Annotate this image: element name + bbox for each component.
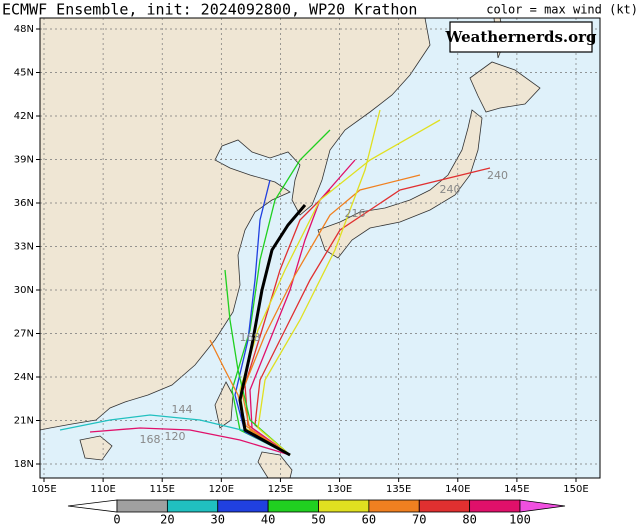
lat-label: 45N: [14, 68, 34, 79]
track: [89, 427, 291, 456]
colorbar-label: 100: [509, 513, 531, 527]
lon-label: 135E: [386, 484, 411, 495]
colorbar-label: 0: [113, 513, 120, 527]
lat-label: 39N: [14, 155, 34, 166]
legend-title: color = max wind (kt): [486, 3, 638, 17]
hour-label: 240: [440, 183, 461, 196]
track: [254, 167, 491, 456]
hour-label: 168: [140, 433, 161, 446]
track: [257, 109, 381, 456]
colorbar-segment: [217, 499, 269, 513]
lon-label: 140E: [445, 484, 470, 495]
colorbar-label: 50: [311, 513, 325, 527]
title: ECMWF Ensemble, init: 2024092800, WP20 K…: [2, 1, 417, 19]
lon-label: 125E: [268, 484, 293, 495]
lon-label: 120E: [209, 484, 234, 495]
colorbar-segment: [116, 499, 168, 513]
ensemble-tracks: [59, 109, 491, 457]
hour-label: 240: [487, 169, 508, 182]
lat-label: 48N: [14, 24, 34, 35]
colorbar-segment: [267, 499, 319, 513]
lat-label: 24N: [14, 372, 34, 383]
colorbar-segment: [368, 499, 420, 513]
colorbar-segment: [318, 499, 370, 513]
lat-label: 18N: [14, 459, 34, 470]
colorbar-end: [67, 499, 118, 513]
colorbar-label: 30: [211, 513, 225, 527]
track: [241, 174, 421, 456]
lon-label: 130E: [327, 484, 352, 495]
lon-label: 105E: [31, 484, 56, 495]
colorbar-label: 80: [462, 513, 476, 527]
track: [244, 189, 331, 456]
hour-label: 120: [165, 430, 186, 443]
track: [209, 339, 291, 456]
colorbar-label: 60: [362, 513, 376, 527]
track: [234, 179, 291, 456]
colorbar-label: 40: [261, 513, 275, 527]
colorbar-label: 20: [160, 513, 174, 527]
lon-label: 150E: [563, 484, 588, 495]
hour-label: 168: [240, 331, 261, 344]
land: [40, 18, 541, 478]
lat-label: 30N: [14, 285, 34, 296]
colorbar-label: 70: [412, 513, 426, 527]
lon-label: 115E: [150, 484, 175, 495]
lat-label: 36N: [14, 198, 34, 209]
lat-label: 21N: [14, 416, 34, 427]
watermark-box: [449, 21, 593, 53]
hour-label: 216: [345, 207, 366, 220]
map-frame: [39, 17, 601, 479]
mean-track: [238, 204, 307, 457]
colorbar-segment: [418, 499, 471, 513]
watermark: Weathernerds.org: [444, 28, 597, 46]
colorbar-end: [519, 499, 566, 513]
colorbar: 0 20 30 40 50 60 70 80 100: [67, 499, 566, 527]
lat-label: 42N: [14, 111, 34, 122]
hour-label: 144: [172, 403, 193, 416]
lon-label: 110E: [90, 484, 115, 495]
lon-label: 145E: [504, 484, 529, 495]
track: [231, 129, 331, 456]
lat-label: 27N: [14, 329, 34, 340]
colorbar-segment: [469, 499, 521, 513]
colorbar-segment: [166, 499, 219, 513]
map-area: 240 240 216 168 168 144 120: [40, 18, 600, 478]
lat-label: 33N: [14, 242, 34, 253]
